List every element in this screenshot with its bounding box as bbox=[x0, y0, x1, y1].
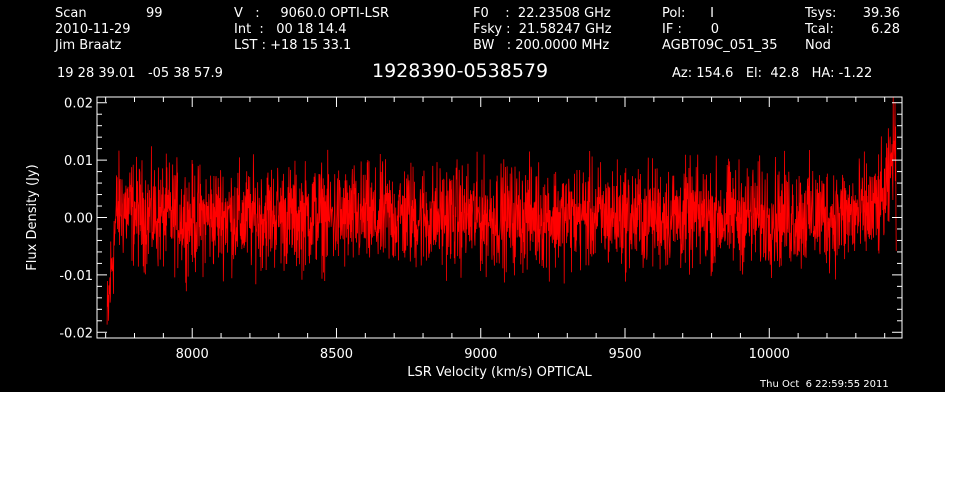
x-tick-label: 8500 bbox=[320, 347, 353, 362]
source-coordinates: 19 28 39.01 -05 38 57.9 bbox=[57, 66, 223, 81]
x-tick-label: 8000 bbox=[176, 347, 209, 362]
polarization: Pol: I bbox=[662, 6, 714, 21]
y-tick-label: 0.02 bbox=[64, 97, 93, 112]
session-id: AGBT09C_051_35 bbox=[662, 38, 778, 53]
x-tick-label: 9000 bbox=[464, 347, 497, 362]
spectrum-trace bbox=[106, 96, 897, 325]
x-tick-label: 10000 bbox=[749, 347, 790, 362]
y-tick-label: 0.01 bbox=[64, 154, 93, 169]
scan-number: 99 bbox=[146, 6, 163, 21]
observing-mode: Nod bbox=[805, 38, 831, 53]
bandwidth: BW : 200.0000 MHz bbox=[473, 38, 610, 53]
observer-name: Jim Braatz bbox=[55, 38, 122, 53]
y-tick-label: 0.00 bbox=[64, 212, 93, 227]
source-name-title: 1928390-0538579 bbox=[372, 60, 549, 82]
integration-time: Int : 00 18 14.4 bbox=[234, 22, 347, 37]
observation-date: 2010-11-29 bbox=[55, 22, 131, 37]
spectrum-plot-panel: Scan 99 2010-11-29 Jim Braatz V : 9060.0… bbox=[0, 0, 945, 392]
plot-timestamp: Thu Oct 6 22:59:55 2011 bbox=[760, 379, 889, 390]
tsys-label: Tsys: bbox=[805, 6, 837, 21]
sky-frequency: Fsky : 21.58247 GHz bbox=[473, 22, 612, 37]
x-tick-label: 9500 bbox=[608, 347, 641, 362]
y-tick-label: -0.01 bbox=[59, 269, 93, 284]
rest-frequency: F0 : 22.23508 GHz bbox=[473, 6, 611, 21]
tsys-value: 39.36 bbox=[862, 6, 900, 21]
tcal-label: Tcal: bbox=[805, 22, 834, 37]
tcal-value: 6.28 bbox=[871, 22, 900, 37]
if-number: IF : 0 bbox=[662, 22, 720, 37]
y-axis-label: Flux Density (Jy) bbox=[25, 164, 40, 270]
y-tick-label: -0.02 bbox=[59, 326, 93, 341]
pointing-readout: Az: 154.6 El: 42.8 HA: -1.22 bbox=[672, 66, 873, 81]
x-axis-label: LSR Velocity (km/s) OPTICAL bbox=[407, 365, 592, 380]
spectrum-chart: 8000 8500 9000 9500 10000 -0.02 -0.01 0.00 0.01 0… bbox=[25, 96, 903, 380]
lst-readout: LST : +18 15 33.1 bbox=[234, 38, 352, 53]
velocity-readout: V : 9060.0 OPTI-LSR bbox=[234, 6, 390, 21]
scan-label: Scan bbox=[55, 6, 87, 21]
